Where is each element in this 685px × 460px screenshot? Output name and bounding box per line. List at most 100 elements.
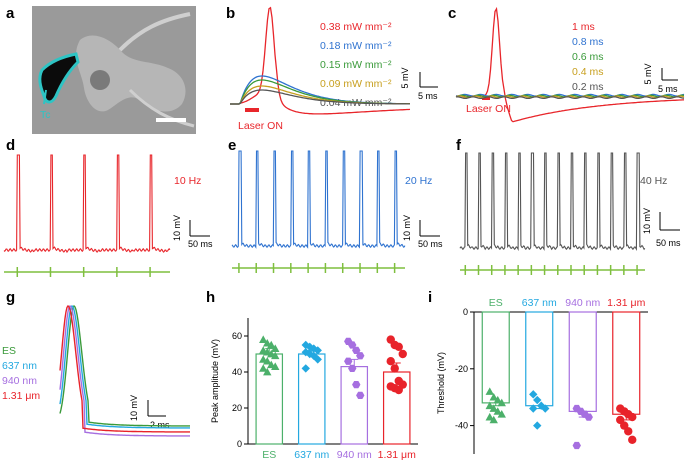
bar xyxy=(612,311,641,415)
legend-entry: 0.2 ms xyxy=(572,81,604,93)
traces-c xyxy=(455,6,685,123)
frequency-label: 10 Hz xyxy=(174,175,201,187)
trace-line xyxy=(59,304,190,429)
scale-t-label: 5 ms xyxy=(658,84,678,94)
tip-pointer xyxy=(43,89,47,105)
panel-label-e: e xyxy=(228,137,236,154)
nanowire-tip xyxy=(38,52,80,104)
traces-e xyxy=(231,150,406,273)
category-label: 1.31 μm xyxy=(378,449,416,460)
panel-label-c: c xyxy=(448,5,456,22)
tip-label: Tc xyxy=(40,109,51,121)
data-point xyxy=(485,412,494,421)
data-point xyxy=(259,335,268,343)
frequency-label: 40 Hz xyxy=(640,175,667,187)
legend-entry: 0.15 mW mm⁻² xyxy=(320,59,392,71)
y-axis-label: Peak amplitude (mV) xyxy=(210,339,220,423)
category-label: 637 nm xyxy=(522,297,557,309)
trace-line xyxy=(231,150,406,249)
y-tick-label: 0 xyxy=(237,439,242,449)
legend-entry: 1 ms xyxy=(572,21,595,33)
y-axis-label: Threshold (mV) xyxy=(436,352,446,414)
trace-line xyxy=(59,304,190,433)
laser-on-label: Laser ON xyxy=(466,103,511,115)
neurite xyxy=(118,12,191,52)
y-tick-label: -40 xyxy=(455,421,468,431)
traces-d xyxy=(3,154,171,277)
panel-g-legend: ES 637 nm 940 nm 1.31 μm xyxy=(2,345,40,402)
scale-bar xyxy=(156,118,186,122)
data-point xyxy=(263,367,272,376)
neurite xyxy=(128,88,195,128)
legend-entry: 637 nm xyxy=(2,360,37,372)
bar xyxy=(481,311,510,404)
scale-v-label: 10 mV xyxy=(129,395,139,421)
scale-v-label: 10 mV xyxy=(642,208,652,234)
legend-entry: 940 nm xyxy=(2,375,37,387)
panel-label-f: f xyxy=(456,137,462,154)
legend-entry: 0.4 ms xyxy=(572,66,604,78)
scale-v-label: 10 mV xyxy=(172,215,182,241)
legend-entry: 0.09 mW mm⁻² xyxy=(320,78,392,90)
trace-line xyxy=(456,6,685,123)
legend-entry: 1.31 μm xyxy=(2,390,40,402)
data-point xyxy=(497,410,506,418)
scale-t-label: 50 ms xyxy=(418,239,443,249)
traces-f xyxy=(459,152,646,275)
y-tick-label: 0 xyxy=(463,307,468,317)
frequency-label: 20 Hz xyxy=(405,175,432,187)
scale-t-label: 5 ms xyxy=(418,91,438,101)
chart-threshold: 0 -20 -40 Threshold (mV) ES 637 nm 940 nm 1.31 … xyxy=(436,297,648,454)
scale-t-label: 50 ms xyxy=(188,239,213,249)
data-point xyxy=(356,352,365,360)
panel-label-b: b xyxy=(226,5,235,22)
category-label: ES xyxy=(262,449,276,460)
data-point xyxy=(301,364,310,373)
trace-line xyxy=(59,304,190,437)
data-point xyxy=(497,398,506,407)
data-point xyxy=(394,342,403,351)
panel-b-legend: 0.38 mW mm⁻² 0.18 mW mm⁻² 0.15 mW mm⁻² 0… xyxy=(320,21,392,109)
traces-g xyxy=(59,304,190,437)
data-point xyxy=(529,404,538,413)
data-point xyxy=(271,362,280,370)
panel-label-i: i xyxy=(428,289,432,306)
trace-line xyxy=(455,96,685,100)
data-point xyxy=(394,385,403,395)
panel-label-h: h xyxy=(206,289,215,306)
data-point xyxy=(485,401,494,410)
trace-line xyxy=(230,89,410,105)
data-point xyxy=(259,364,268,372)
scale-bar-d: 10 mV 50 ms xyxy=(172,215,213,249)
legend-entry: 0.8 ms xyxy=(572,36,604,48)
y-tick-label: -20 xyxy=(455,364,468,374)
data-point xyxy=(344,357,353,365)
micrograph: Tc xyxy=(32,6,196,134)
scale-v-label: 5 mV xyxy=(643,63,653,84)
panel-label-g: g xyxy=(6,289,15,306)
data-point xyxy=(271,351,280,360)
y-tick-label: 40 xyxy=(232,367,242,377)
bar xyxy=(340,366,369,445)
data-point xyxy=(398,349,407,359)
scale-bar-e: 10 mV 50 ms xyxy=(402,215,443,249)
data-point xyxy=(390,364,399,373)
trace-line xyxy=(59,304,190,427)
category-label: 940 nm xyxy=(565,297,600,309)
scale-bar-g: 10 mV 2 ms xyxy=(129,395,170,430)
data-point xyxy=(352,380,361,389)
cell-body xyxy=(76,35,186,112)
category-label: 1.31 μm xyxy=(607,297,645,309)
data-point xyxy=(529,390,538,399)
legend-entry: ES xyxy=(2,345,16,357)
scale-t-label: 2 ms xyxy=(150,420,170,430)
trace-line xyxy=(230,6,411,115)
data-point xyxy=(485,387,494,395)
y-tick-label: 20 xyxy=(232,403,242,413)
chart-peak-amplitude: 0 20 40 60 Peak amplitude (mV) ES 637 nm 940 nm… xyxy=(210,318,418,460)
data-point xyxy=(313,346,322,355)
panel-c-legend: 1 ms 0.8 ms 0.6 ms 0.4 ms 0.2 ms xyxy=(572,21,604,93)
data-point xyxy=(533,421,542,430)
data-point xyxy=(271,344,280,352)
